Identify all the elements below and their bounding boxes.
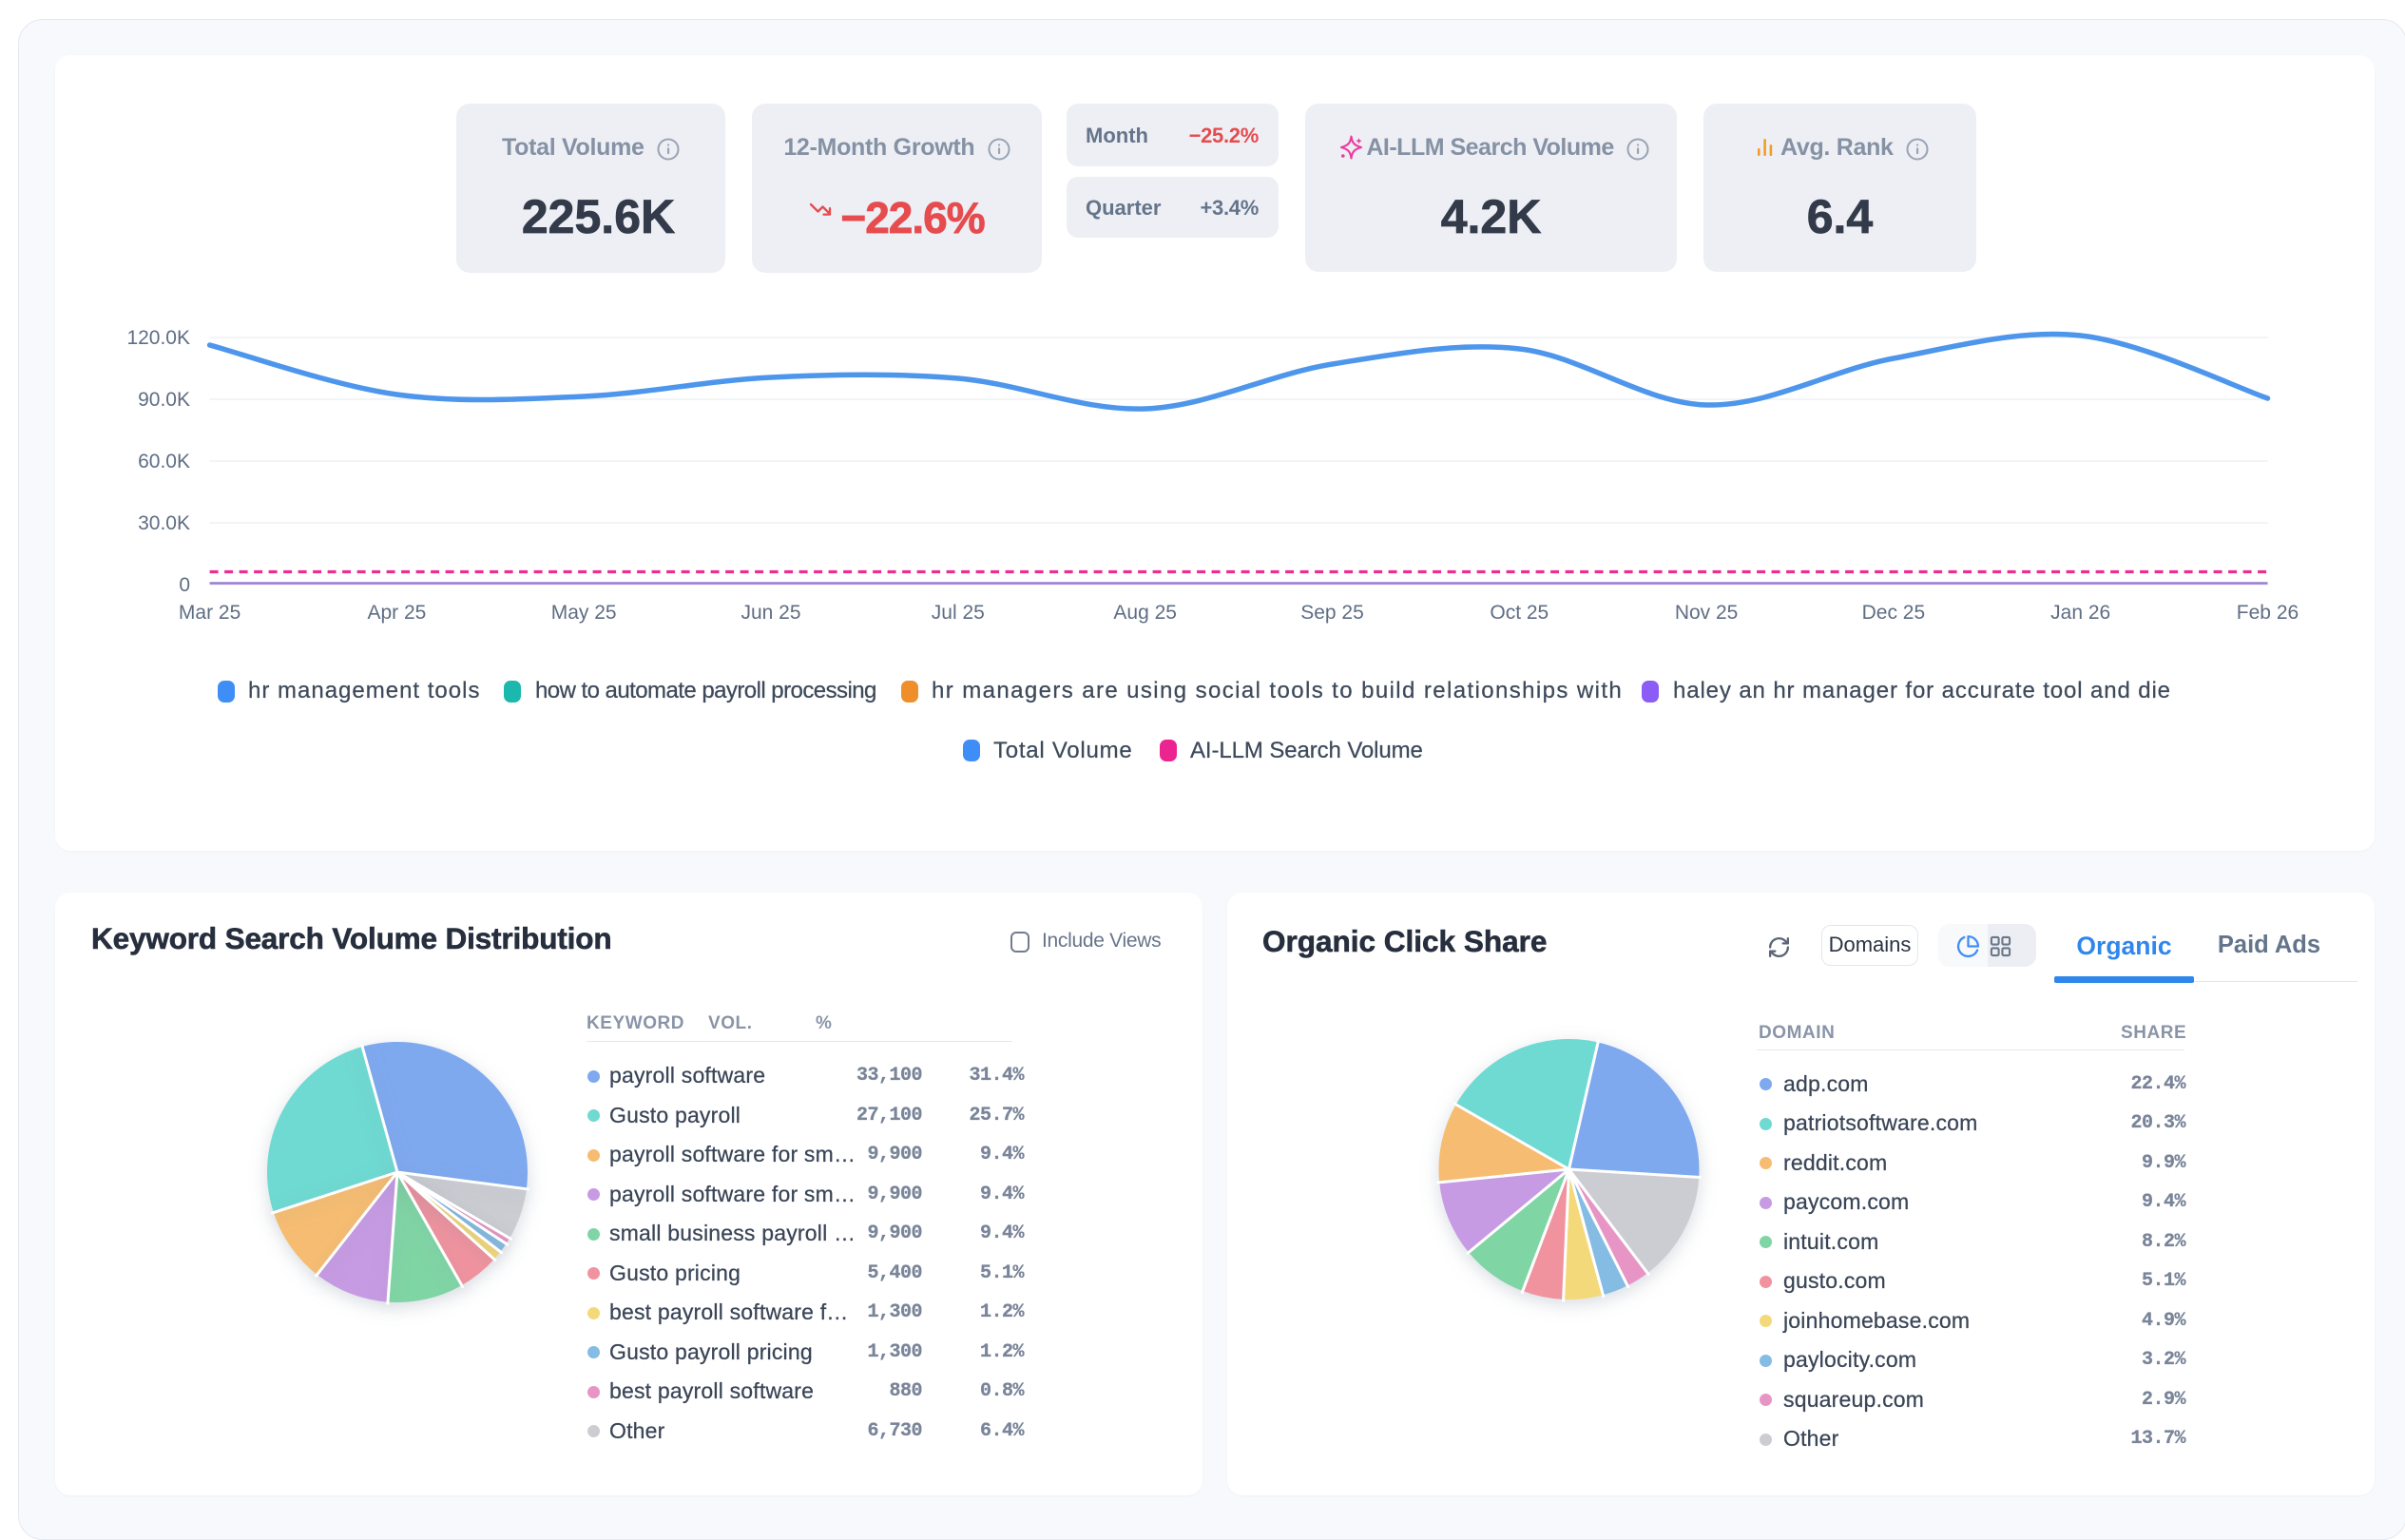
svg-text:Apr 25: Apr 25 — [367, 602, 426, 624]
svg-text:Jan 26: Jan 26 — [2050, 602, 2110, 624]
svg-text:Dec 25: Dec 25 — [1862, 602, 1926, 624]
svg-text:Oct 25: Oct 25 — [1490, 602, 1549, 624]
svg-text:May 25: May 25 — [551, 602, 617, 624]
svg-text:Aug 25: Aug 25 — [1113, 602, 1177, 624]
svg-text:Sep 25: Sep 25 — [1300, 602, 1364, 624]
svg-text:0: 0 — [179, 574, 190, 596]
svg-text:Jun 25: Jun 25 — [741, 602, 800, 624]
svg-text:60.0K: 60.0K — [138, 451, 190, 472]
svg-text:90.0K: 90.0K — [138, 389, 190, 411]
svg-text:30.0K: 30.0K — [138, 512, 190, 534]
svg-text:Jul 25: Jul 25 — [932, 602, 985, 624]
svg-text:Mar 25: Mar 25 — [179, 602, 240, 624]
svg-text:120.0K: 120.0K — [126, 327, 190, 349]
svg-text:Feb 26: Feb 26 — [2237, 602, 2299, 624]
svg-text:Nov 25: Nov 25 — [1675, 602, 1739, 624]
